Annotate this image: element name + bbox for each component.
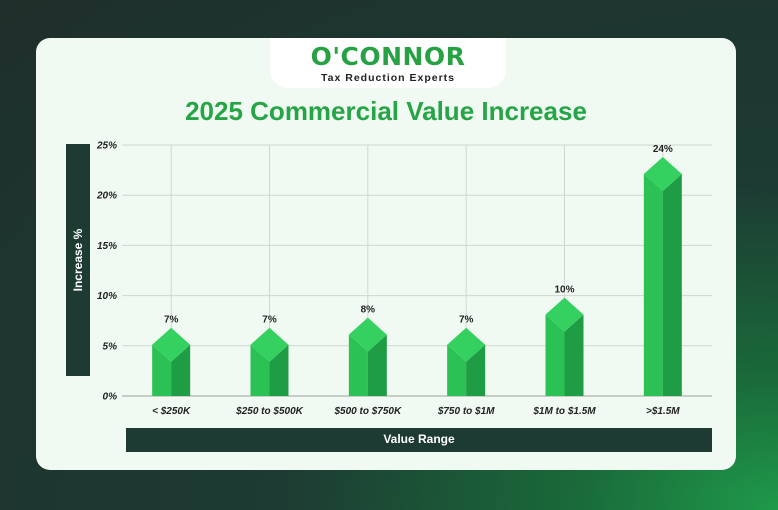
bar-right-face (564, 314, 584, 396)
bar-right-face (367, 334, 387, 396)
bar-right-face (466, 344, 486, 396)
brand-tagline: Tax Reduction Experts (321, 72, 455, 84)
x-tick-label: < $250K (152, 406, 191, 417)
y-tick-label: 5% (103, 341, 118, 352)
x-tick-label: >$1.5M (646, 406, 680, 417)
bar-right-face (171, 344, 191, 396)
bar-value-label: 7% (459, 315, 474, 326)
bar-cap (250, 327, 289, 362)
logo-tab (270, 38, 506, 88)
brand-logo: O'CONNOR (310, 42, 466, 71)
y-tick-label: 15% (97, 241, 117, 252)
bar-cap (348, 317, 387, 352)
y-tick-label: 10% (97, 291, 117, 302)
bar-value-label: 7% (262, 315, 277, 326)
x-tick-label: $500 to $750K (333, 406, 401, 417)
bar-left-face (250, 344, 270, 396)
bar-cap (152, 327, 191, 362)
bar-left-face (348, 334, 368, 396)
chart-title: 2025 Commercial Value Increase (185, 96, 587, 126)
y-tick-label: 20% (96, 191, 117, 202)
y-tick-label: 0% (103, 392, 118, 403)
bar-cap (447, 327, 486, 362)
bar-left-face (545, 314, 565, 396)
bar-value-label: 8% (361, 305, 376, 316)
y-tick-label: 25% (96, 141, 117, 152)
bar-value-label: 7% (164, 315, 179, 326)
bar-cap (545, 297, 584, 332)
bar-right-face (662, 174, 682, 396)
bar-left-face (447, 344, 467, 396)
bar-value-label: 10% (554, 285, 574, 296)
x-axis-label: Value Range (383, 432, 455, 446)
x-tick-label: $1M to $1.5M (532, 406, 596, 417)
bar-right-face (269, 344, 289, 396)
bar-left-face (152, 344, 172, 396)
y-axis-label-bar (66, 144, 90, 376)
chart-card (36, 38, 736, 470)
x-axis-label-bar (126, 428, 712, 452)
x-tick-label: $250 to $500K (235, 406, 303, 417)
x-tick-label: $750 to $1M (437, 406, 495, 417)
bar-value-label: 24% (653, 144, 673, 155)
bar-left-face (643, 174, 663, 396)
bar-cap (643, 157, 682, 192)
